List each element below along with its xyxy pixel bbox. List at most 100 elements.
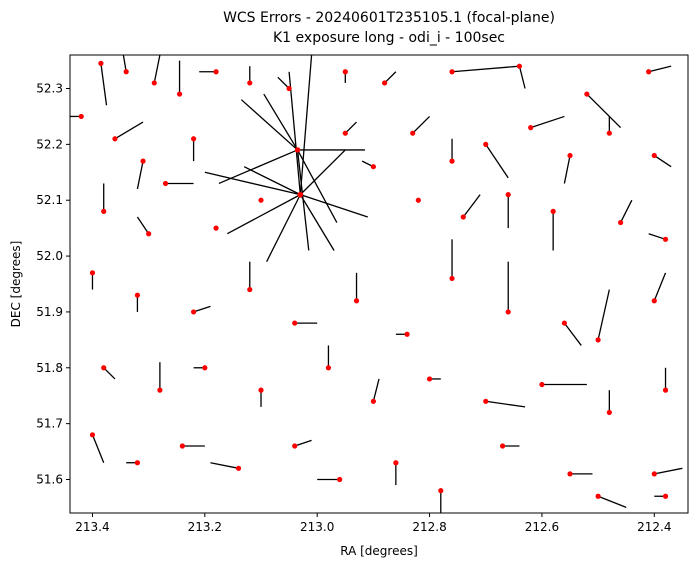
error-vector	[100, 63, 108, 106]
source-point	[140, 158, 146, 164]
source-point	[646, 69, 652, 75]
source-point	[89, 270, 96, 276]
error-vector	[263, 93, 299, 151]
source-point	[294, 147, 301, 153]
error-vector	[210, 462, 239, 469]
source-point	[595, 337, 601, 343]
error-vector	[153, 54, 161, 84]
x-tick-label: 213.0	[300, 520, 334, 534]
x-axis-label: RA [degrees]	[340, 544, 418, 558]
source-point	[89, 432, 96, 438]
error-vector	[412, 115, 431, 134]
source-point	[258, 197, 264, 203]
error-vector	[485, 400, 526, 408]
source-point	[500, 443, 506, 449]
source-point	[539, 381, 545, 388]
error-vector	[300, 194, 368, 218]
error-vector	[218, 149, 298, 185]
source-point	[415, 197, 421, 203]
y-tick-label: 51.7	[36, 417, 63, 431]
chart-title-line2: K1 exposure long - odi_i - 100sec	[273, 30, 505, 46]
error-vector	[563, 322, 582, 346]
source-point	[235, 465, 242, 471]
source-point	[617, 219, 624, 226]
source-point	[426, 376, 433, 382]
error-vector	[451, 65, 520, 73]
error-vector	[227, 194, 301, 235]
source-point	[151, 80, 157, 86]
source-point	[584, 91, 590, 97]
y-tick-label: 52.3	[36, 82, 63, 96]
source-point	[382, 80, 388, 86]
source-point	[651, 152, 657, 159]
source-point	[202, 365, 208, 371]
error-vector	[586, 93, 622, 129]
source-point	[342, 130, 348, 136]
source-point	[370, 398, 376, 404]
source-point	[146, 231, 152, 237]
error-vector	[648, 233, 666, 240]
source-point	[449, 275, 455, 282]
error-vector	[103, 367, 116, 380]
source-point	[162, 180, 169, 187]
source-point	[213, 69, 219, 75]
error-vector	[193, 305, 211, 313]
source-point	[176, 91, 183, 97]
source-point	[98, 60, 104, 66]
error-vector	[653, 154, 672, 168]
source-point	[157, 387, 163, 393]
error-vector	[240, 99, 298, 151]
error-vector	[114, 121, 144, 140]
source-point	[460, 214, 466, 220]
source-point	[550, 208, 556, 214]
error-vector	[597, 289, 610, 340]
error-vector	[372, 378, 380, 402]
source-point	[662, 236, 669, 242]
source-point	[449, 158, 455, 164]
source-point	[404, 331, 410, 337]
source-point	[286, 85, 292, 92]
x-axis: 213.4 213.2 213.0 212.8 212.6 212.4	[75, 513, 671, 534]
source-point	[179, 443, 185, 449]
source-point	[393, 460, 399, 466]
source-point	[567, 471, 573, 477]
error-vector	[518, 66, 526, 89]
source-point	[325, 365, 332, 371]
source-point	[101, 365, 107, 371]
source-point	[213, 225, 219, 231]
y-tick-label: 51.9	[36, 305, 63, 319]
error-vector	[648, 65, 672, 73]
error-vector	[204, 171, 301, 196]
source-point	[297, 192, 303, 198]
source-point	[505, 192, 511, 198]
error-vector	[384, 71, 397, 84]
source-point	[561, 320, 568, 326]
error-vector	[277, 76, 290, 89]
source-point	[353, 298, 360, 304]
error-vector	[654, 467, 683, 475]
x-tick-label: 212.6	[525, 520, 559, 534]
error-vector	[299, 54, 313, 195]
error-vector	[620, 199, 633, 223]
source-point	[505, 309, 511, 315]
source-point	[438, 488, 444, 494]
error-vector	[91, 434, 105, 463]
y-tick-label: 51.8	[36, 361, 63, 375]
source-point	[134, 292, 141, 298]
source-point	[595, 493, 601, 499]
source-point	[662, 387, 669, 393]
source-point	[101, 208, 107, 214]
source-point	[247, 286, 253, 293]
y-tick-label: 52.2	[36, 137, 63, 151]
source-point	[134, 460, 141, 466]
source-point	[567, 152, 573, 159]
y-tick-label: 52.1	[36, 193, 63, 207]
source-point	[342, 69, 348, 75]
source-point	[606, 130, 612, 136]
y-tick-label: 51.6	[36, 472, 63, 486]
y-axis: 51.6 51.7 51.8 51.9 52.0 52.1 52.2 52.3	[36, 82, 70, 486]
source-point	[651, 471, 657, 477]
source-point	[191, 309, 197, 315]
x-tick-label: 213.2	[188, 520, 222, 534]
